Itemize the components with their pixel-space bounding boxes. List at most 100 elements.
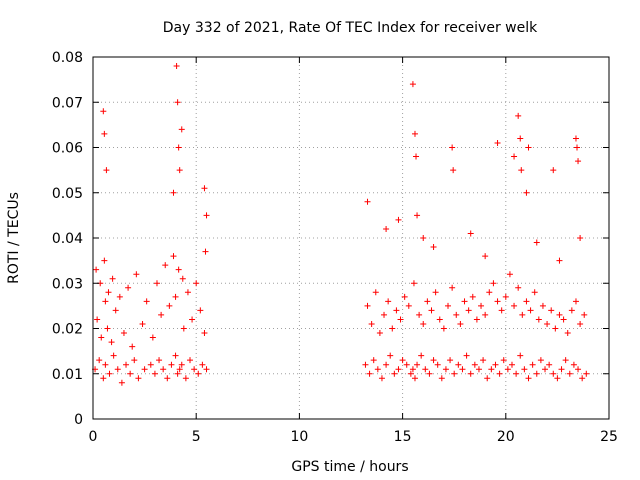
data-point — [362, 361, 369, 368]
data-point — [548, 307, 555, 314]
data-point — [172, 352, 179, 359]
data-point — [572, 135, 579, 142]
data-point — [572, 298, 579, 305]
data-point — [120, 330, 127, 337]
data-point — [413, 153, 420, 160]
data-point — [461, 298, 468, 305]
data-point — [96, 357, 103, 364]
data-point — [176, 366, 183, 373]
data-point — [542, 366, 549, 373]
data-point — [395, 366, 402, 373]
data-point — [409, 366, 416, 373]
data-point — [410, 280, 417, 287]
data-point — [539, 302, 546, 309]
data-point — [193, 280, 200, 287]
data-point — [478, 302, 485, 309]
data-point — [101, 130, 108, 137]
data-point — [376, 330, 383, 337]
data-point — [399, 357, 406, 364]
data-point — [201, 330, 208, 337]
data-point — [556, 257, 563, 264]
data-point — [175, 144, 182, 151]
data-point — [467, 370, 474, 377]
y-tick-label: 0.01 — [52, 367, 83, 383]
data-point — [506, 271, 513, 278]
data-point — [517, 352, 524, 359]
data-point — [383, 225, 390, 232]
data-point — [405, 302, 412, 309]
data-point — [100, 108, 107, 115]
data-point — [407, 370, 414, 377]
data-point — [112, 307, 119, 314]
data-point — [164, 375, 171, 382]
data-point — [490, 280, 497, 287]
data-point — [411, 130, 418, 137]
data-point — [105, 289, 112, 296]
data-point — [411, 375, 418, 382]
x-tick-label: 20 — [497, 429, 515, 445]
data-point — [103, 167, 110, 174]
data-point — [463, 352, 470, 359]
data-point — [500, 357, 507, 364]
data-point — [546, 361, 553, 368]
data-point — [203, 366, 210, 373]
data-point — [579, 375, 586, 382]
data-point — [568, 307, 575, 314]
data-point — [496, 370, 503, 377]
data-point — [98, 334, 105, 341]
data-point — [372, 289, 379, 296]
x-axis-label: GPS time / hours — [291, 459, 408, 475]
data-point — [182, 375, 189, 382]
data-point — [197, 307, 204, 314]
data-point — [189, 316, 196, 323]
data-point — [414, 212, 421, 219]
data-point — [101, 257, 108, 264]
data-point — [170, 189, 177, 196]
data-point — [387, 352, 394, 359]
data-point — [515, 284, 522, 291]
data-point — [135, 375, 142, 382]
data-point — [170, 253, 177, 260]
data-point — [554, 375, 561, 382]
data-point — [383, 361, 390, 368]
data-point — [158, 311, 165, 318]
data-point — [401, 293, 408, 300]
data-point — [178, 126, 185, 133]
data-point — [203, 212, 210, 219]
data-point — [385, 298, 392, 305]
data-point — [455, 361, 462, 368]
data-point — [166, 302, 173, 309]
data-point — [368, 320, 375, 327]
data-point — [560, 316, 567, 323]
data-point — [381, 311, 388, 318]
data-point — [523, 298, 530, 305]
data-point — [416, 311, 423, 318]
data-point — [533, 239, 540, 246]
data-point — [447, 357, 454, 364]
data-point — [184, 289, 191, 296]
data-point — [482, 253, 489, 260]
data-point — [102, 298, 109, 305]
data-point — [364, 198, 371, 205]
data-point — [160, 366, 167, 373]
data-point — [511, 153, 518, 160]
data-point — [480, 357, 487, 364]
data-point — [581, 311, 588, 318]
x-tick-labels: 0 5 10 15 20 25 — [89, 429, 618, 445]
data-point — [457, 320, 464, 327]
data-point — [179, 275, 186, 282]
data-point — [191, 366, 198, 373]
data-point — [174, 99, 181, 106]
data-point — [102, 361, 109, 368]
data-point — [430, 244, 437, 251]
data-point — [445, 302, 452, 309]
data-point — [574, 144, 581, 151]
data-point — [434, 361, 441, 368]
data-point — [118, 379, 125, 386]
data-point — [366, 370, 373, 377]
data-point — [486, 289, 493, 296]
data-point — [438, 375, 445, 382]
data-point — [471, 361, 478, 368]
y-axis-label: ROTI / TECUs — [6, 192, 22, 284]
